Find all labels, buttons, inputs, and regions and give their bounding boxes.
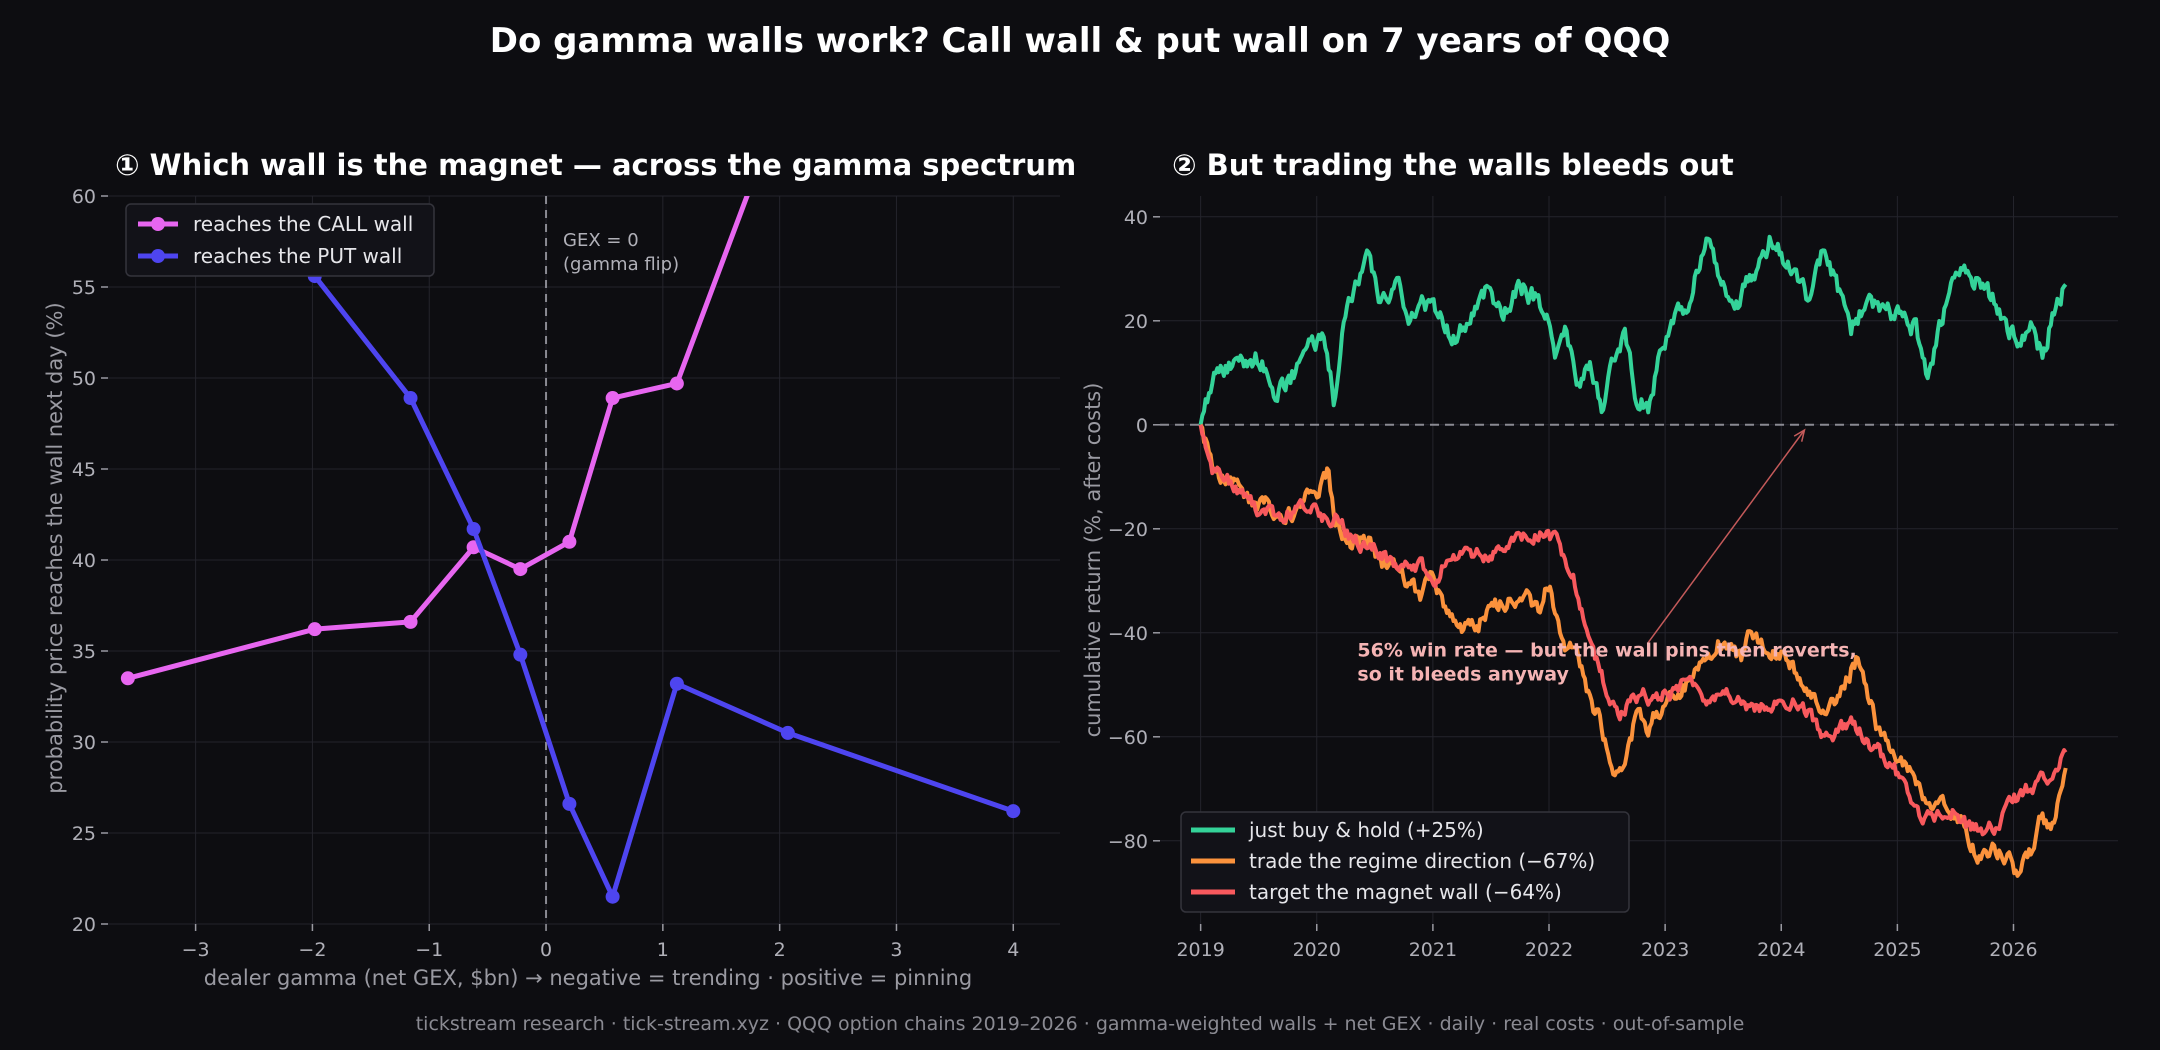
annotation-text-line: so it bleeds anyway [1357, 664, 1569, 686]
right-x-tick-label: 2025 [1873, 939, 1921, 961]
right-x-tick-label: 2024 [1757, 939, 1805, 961]
left-legend: reaches the CALL wall reaches the PUT wal… [125, 203, 435, 277]
left-x-tick-label: 4 [1007, 939, 1019, 961]
right-chart-title: ② But trading the walls bleeds out [1172, 148, 1734, 182]
annotation: 56% win rate — but the wall pins then re… [1357, 428, 1857, 686]
data-point-call-wall [562, 534, 577, 549]
series-line-put-wall [206, 230, 1015, 900]
series-line-magnet-wall [1198, 424, 2068, 837]
left-y-tick-label: 55 [72, 277, 96, 299]
right-y-tick-label: 20 [1124, 311, 1148, 333]
gamma-flip-line: GEX = 0 (gamma flip) [545, 196, 679, 924]
gamma-flip-label-line: GEX = 0 [563, 230, 639, 251]
left-x-tick-label: 0 [540, 939, 552, 961]
right-chart-panel: ② But trading the walls bleeds out cumul… [1081, 148, 2118, 961]
data-point-put-wall [669, 676, 684, 691]
left-x-axis-label: dealer gamma (net GEX, $bn) → negative =… [204, 966, 972, 990]
left-y-tick-label: 60 [72, 186, 96, 208]
left-y-axis-label: probability price reaches the wall next … [43, 302, 67, 793]
data-point-put-wall [1006, 804, 1021, 819]
right-y-tick-label: −40 [1108, 623, 1148, 645]
data-point-put-wall [780, 725, 795, 740]
right-x-tick-label: 2019 [1176, 939, 1224, 961]
footer-note: tickstream research · tick-stream.xyz · … [416, 1013, 1745, 1035]
right-y-tick-label: −60 [1108, 727, 1148, 749]
left-y-tick-label: 45 [72, 459, 96, 481]
left-x-tick-label: 2 [774, 939, 786, 961]
left-y-tick-label: 50 [72, 368, 96, 390]
left-grid [108, 195, 1060, 925]
right-x-tick-label: 2021 [1409, 939, 1457, 961]
gamma-flip-label: GEX = 0 (gamma flip) [563, 230, 679, 275]
left-y-tick-label: 40 [72, 550, 96, 572]
data-point-call-wall [403, 614, 418, 629]
right-x-tick-label: 2022 [1525, 939, 1573, 961]
series-line-buy-hold [1198, 234, 2068, 426]
legend-label: just buy & hold (+25%) [1248, 818, 1484, 842]
legend-label: target the magnet wall (−64%) [1249, 880, 1562, 904]
left-x-tick-label: 3 [890, 939, 902, 961]
right-x-tick-label: 2020 [1293, 939, 1341, 961]
data-point-call-wall [605, 391, 620, 406]
left-x-tick-label: −3 [182, 939, 210, 961]
data-point-put-wall [466, 522, 481, 537]
left-x-tick-label: −2 [298, 939, 326, 961]
figure-title: Do gamma walls work? Call wall & put wal… [490, 21, 1671, 61]
legend-label: reaches the PUT wall [193, 244, 402, 268]
right-y-tick-label: −20 [1108, 519, 1148, 541]
left-x-tick-label: −1 [415, 939, 443, 961]
data-point-put-wall [562, 796, 577, 811]
right-legend: just buy & hold (+25%) trade the regime d… [1180, 811, 1630, 913]
left-y-tick-label: 30 [72, 732, 96, 754]
data-point-call-wall [513, 562, 528, 577]
data-point-call-wall [307, 622, 322, 637]
right-y-tick-label: 0 [1136, 415, 1148, 437]
left-y-tick-label: 20 [72, 914, 96, 936]
left-tick-labels: −3 −2 −1 0 1 2 3 4 20 25 30 35 40 45 50 55 60 [72, 186, 1020, 961]
legend-label: trade the regime direction (−67%) [1249, 849, 1595, 873]
right-y-tick-label: −80 [1108, 831, 1148, 853]
data-point-put-wall [403, 391, 418, 406]
right-y-tick-label: 40 [1124, 207, 1148, 229]
data-point-call-wall [669, 376, 684, 391]
right-x-tick-label: 2023 [1641, 939, 1689, 961]
annotation-arrow-head [1793, 428, 1806, 442]
legend-label: reaches the CALL wall [193, 212, 413, 236]
left-legend-box [125, 203, 435, 277]
annotation-arrow-line [1647, 429, 1806, 644]
left-chart-title: ① Which wall is the magnet — across the … [115, 148, 1076, 182]
left-chart-panel: ① Which wall is the magnet — across the … [43, 148, 1076, 990]
gamma-flip-label-line: (gamma flip) [563, 254, 679, 275]
left-series-layer [120, 196, 1021, 904]
data-point-put-wall [605, 889, 620, 904]
right-tick-labels: 2019 2020 2021 2022 2023 2024 2025 2026 −80 −60 −4… [1108, 207, 2038, 961]
right-series-layer [1198, 234, 2068, 878]
data-point-call-wall [120, 671, 135, 686]
right-y-axis-label: cumulative return (%, after costs) [1081, 383, 1105, 738]
data-point-put-wall [513, 647, 528, 662]
legend-swatch-marker [151, 217, 165, 231]
right-x-tick-label: 2026 [1989, 939, 2037, 961]
annotation-text: 56% win rate — but the wall pins then re… [1357, 640, 1856, 686]
annotation-text-line: 56% win rate — but the wall pins then re… [1357, 640, 1856, 662]
legend-swatch-marker [151, 249, 165, 263]
left-x-tick-label: 1 [657, 939, 669, 961]
left-y-tick-label: 35 [72, 641, 96, 663]
right-legend-box [1180, 811, 1630, 913]
left-y-tick-label: 25 [72, 823, 96, 845]
